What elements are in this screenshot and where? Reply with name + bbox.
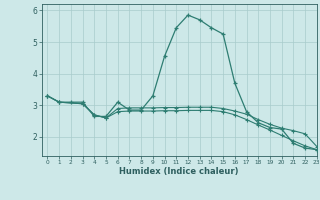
X-axis label: Humidex (Indice chaleur): Humidex (Indice chaleur) xyxy=(119,167,239,176)
